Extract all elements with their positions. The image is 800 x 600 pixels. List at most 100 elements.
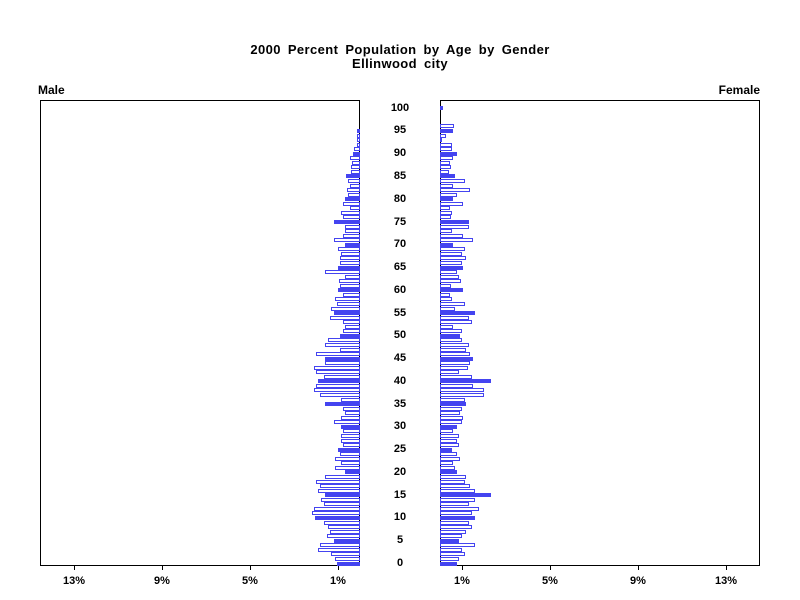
bar-female-age-35	[440, 402, 466, 406]
bar-male-age-79	[343, 202, 360, 206]
male-axis-tick-13	[74, 566, 75, 570]
bar-female-age-82	[440, 188, 470, 192]
bar-female-age-57	[440, 302, 465, 306]
bar-male-age-72	[343, 234, 360, 238]
bar-male-age-46	[316, 352, 360, 356]
bar-female-age-42	[440, 370, 459, 374]
female-axis-tick-5	[550, 566, 551, 570]
bar-male-age-44	[325, 361, 360, 365]
bar-male-age-30	[341, 425, 360, 429]
bar-female-age-51	[440, 329, 462, 333]
bar-male-age-21	[335, 466, 360, 470]
bar-male-age-84	[348, 179, 360, 183]
age-axis-label-35: 35	[393, 398, 407, 410]
bar-male-age-27	[341, 439, 360, 443]
bar-female-age-86	[440, 170, 449, 174]
bar-female-age-87	[440, 165, 451, 169]
bar-male-age-6	[327, 534, 360, 538]
bar-male-age-65	[338, 266, 360, 270]
bar-male-age-28	[341, 434, 360, 438]
age-axis-label-30: 30	[393, 420, 407, 432]
bar-female-age-7	[440, 530, 466, 534]
age-axis-label-50: 50	[393, 329, 407, 341]
bar-male-age-80	[345, 197, 360, 201]
age-axis-label-80: 80	[393, 193, 407, 205]
female-axis-tick-1	[462, 566, 463, 570]
bar-female-age-74	[440, 225, 469, 229]
bar-male-age-87	[351, 165, 360, 169]
bar-female-age-60	[440, 288, 463, 292]
female-side-label: Female	[718, 83, 760, 97]
bar-male-age-67	[340, 256, 360, 260]
bar-male-age-12	[314, 507, 360, 511]
bar-male-age-78	[350, 206, 360, 210]
bar-male-age-15	[325, 493, 360, 497]
bar-female-age-59	[440, 293, 450, 297]
bar-male-age-59	[343, 293, 360, 297]
bar-female-age-16	[440, 489, 475, 493]
bar-male-age-57	[337, 302, 360, 306]
bar-female-age-14	[440, 498, 475, 502]
age-axis-label-60: 60	[393, 284, 407, 296]
bar-male-age-64	[325, 270, 360, 274]
age-axis-label-45: 45	[393, 352, 407, 364]
bar-female-age-58	[440, 297, 452, 301]
bar-female-age-83	[440, 184, 453, 188]
bar-female-age-81	[440, 193, 457, 197]
bar-female-age-4	[440, 543, 475, 547]
bar-male-age-40	[318, 379, 360, 383]
bar-male-age-13	[324, 502, 360, 506]
bar-male-age-29	[343, 429, 360, 433]
bar-female-age-56	[440, 307, 455, 311]
bar-female-age-34	[440, 407, 462, 411]
bar-male-age-85	[346, 174, 360, 178]
bar-male-age-81	[348, 193, 360, 197]
bar-male-age-23	[335, 457, 360, 461]
bar-female-age-69	[440, 247, 465, 251]
bar-male-age-16	[318, 489, 360, 493]
bar-female-age-88	[440, 161, 450, 165]
bar-male-age-11	[312, 511, 360, 515]
bar-male-age-73	[345, 229, 360, 233]
male-axis-tick-9	[162, 566, 163, 570]
bar-female-age-30	[440, 425, 457, 429]
bar-female-age-77	[440, 211, 452, 215]
bar-female-age-20	[440, 470, 457, 474]
bar-male-age-32	[341, 416, 360, 420]
bar-female-age-80	[440, 197, 453, 201]
bar-male-age-26	[343, 443, 360, 447]
bar-male-age-10	[315, 516, 360, 520]
age-axis-label-40: 40	[393, 375, 407, 387]
bar-male-age-86	[351, 170, 360, 174]
male-axis-tick-5	[250, 566, 251, 570]
bar-male-age-76	[343, 215, 360, 219]
age-axis-label-85: 85	[393, 170, 407, 182]
female-axis-label-1: 1%	[454, 575, 470, 587]
bar-male-age-38	[314, 388, 360, 392]
bar-male-age-4	[320, 543, 360, 547]
female-axis-label-5: 5%	[542, 575, 558, 587]
bar-female-age-23	[440, 457, 460, 461]
bar-female-age-91	[440, 147, 452, 151]
bar-female-age-10	[440, 516, 475, 520]
bar-female-age-49	[440, 338, 462, 342]
bar-female-age-9	[440, 521, 469, 525]
bar-male-age-24	[340, 452, 360, 456]
bar-female-age-52	[440, 325, 453, 329]
bar-female-age-15	[440, 493, 491, 497]
male-axis-label-1: 1%	[330, 575, 346, 587]
female-axis-label-9: 9%	[630, 575, 646, 587]
bar-male-age-20	[345, 470, 360, 474]
bar-female-age-3	[440, 548, 462, 552]
age-axis-label-65: 65	[393, 261, 407, 273]
bar-male-age-8	[328, 525, 360, 529]
bar-female-age-48	[440, 343, 469, 347]
bar-female-age-92	[440, 143, 452, 147]
bar-male-age-52	[345, 325, 360, 329]
bar-female-age-66	[440, 261, 462, 265]
bar-female-age-17	[440, 484, 470, 488]
bar-male-age-18	[316, 480, 360, 484]
age-axis-label-25: 25	[393, 443, 407, 455]
bar-male-age-47	[340, 348, 360, 352]
male-axis-tick-1	[338, 566, 339, 570]
